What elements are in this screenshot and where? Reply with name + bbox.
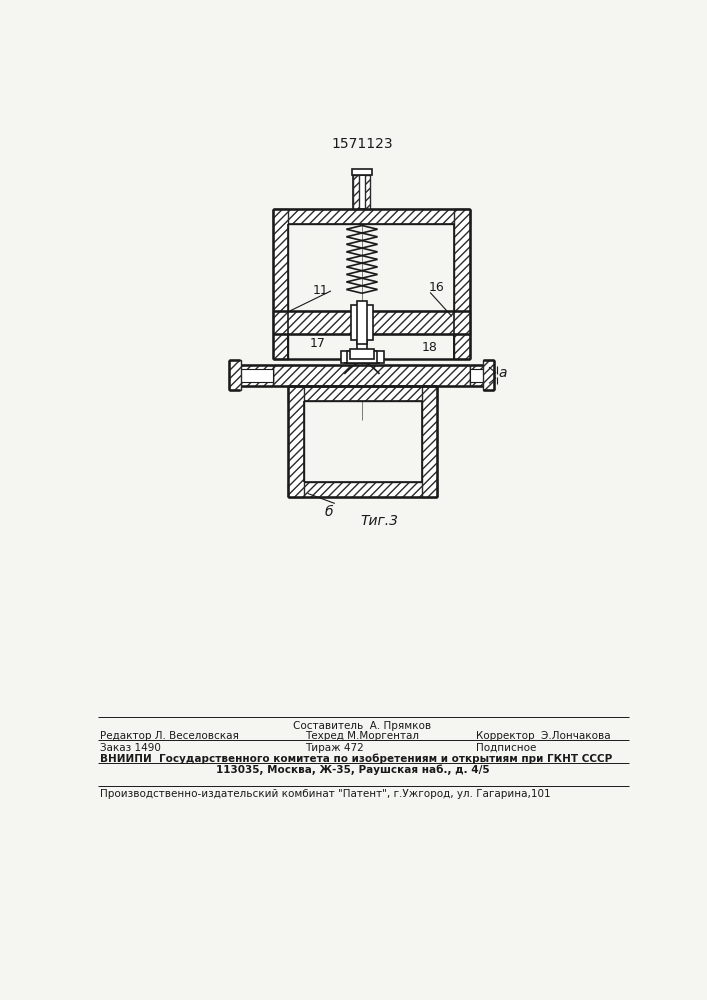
Bar — [288, 482, 437, 497]
Text: Подписное: Подписное — [476, 743, 536, 753]
Text: 18: 18 — [421, 341, 438, 354]
Text: Τиг.3: Τиг.3 — [360, 514, 398, 528]
Bar — [365, 175, 370, 209]
Text: 11: 11 — [312, 284, 328, 297]
Bar — [356, 340, 368, 351]
Bar — [230, 360, 241, 390]
Bar — [356, 301, 368, 344]
Bar — [349, 349, 374, 359]
Bar — [341, 351, 384, 363]
Bar — [354, 175, 359, 209]
Bar — [273, 365, 469, 386]
Bar — [421, 386, 437, 497]
Bar — [235, 369, 273, 382]
Bar — [235, 365, 273, 386]
Bar — [469, 365, 488, 386]
Bar — [273, 209, 288, 359]
Text: 113035, Москва, Ж-35, Раушская наб., д. 4/5: 113035, Москва, Ж-35, Раушская наб., д. … — [216, 764, 490, 775]
Bar — [273, 311, 469, 334]
Text: 16: 16 — [428, 281, 444, 294]
Text: Производственно-издательский комбинат "Патент", г.Ужгород, ул. Гагарина,101: Производственно-издательский комбинат "П… — [100, 789, 551, 799]
Text: a: a — [498, 366, 507, 380]
Bar — [469, 369, 488, 382]
Text: Заказ 1490: Заказ 1490 — [100, 743, 161, 753]
Text: Техред М.Моргентал: Техред М.Моргентал — [305, 731, 419, 741]
Bar — [273, 209, 469, 224]
Bar — [454, 209, 469, 359]
Bar — [347, 351, 378, 363]
Text: Корректор  Э.Лончакова: Корректор Э.Лончакова — [476, 731, 611, 741]
Bar — [352, 169, 372, 175]
Text: 1571123: 1571123 — [331, 137, 393, 151]
Text: Составитель  А. Прямков: Составитель А. Прямков — [293, 721, 431, 731]
Bar — [288, 386, 304, 497]
Text: б: б — [325, 505, 333, 519]
Bar — [288, 386, 437, 401]
Bar — [354, 175, 370, 209]
Bar — [351, 305, 373, 340]
Text: Редактор Л. Веселовская: Редактор Л. Веселовская — [100, 731, 239, 741]
Bar — [483, 360, 494, 390]
Text: ВНИИПИ  Государственного комитета по изобретениям и открытиям при ГКНТ СССР: ВНИИПИ Государственного комитета по изоб… — [100, 754, 612, 764]
Text: Тираж 472: Тираж 472 — [305, 743, 364, 753]
Text: 17: 17 — [310, 337, 326, 350]
